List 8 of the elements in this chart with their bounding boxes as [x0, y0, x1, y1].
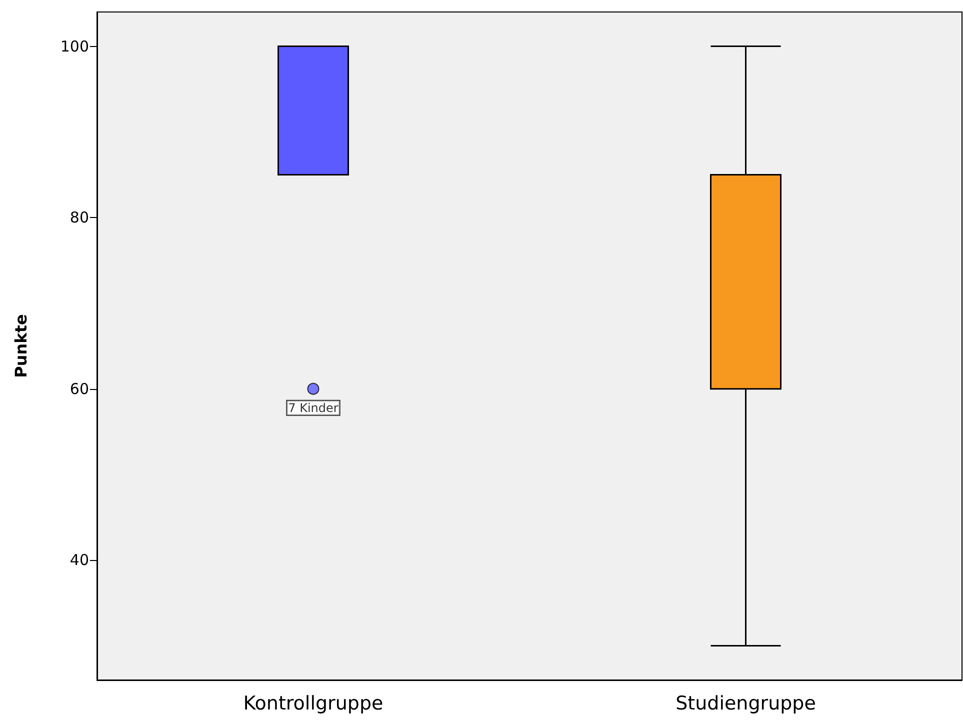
annotation: 7 Kinder [288, 400, 338, 415]
y-axis-title: Punkte [12, 314, 30, 378]
y-tick-label: 60 [70, 380, 89, 398]
y-tick-label: 80 [70, 208, 89, 227]
y-tick-label: 40 [70, 551, 89, 570]
y-tick-label: 100 [60, 37, 89, 56]
x-tick-label: Studiengruppe [676, 692, 816, 714]
x-tick-label: Kontrollgruppe [243, 692, 384, 714]
